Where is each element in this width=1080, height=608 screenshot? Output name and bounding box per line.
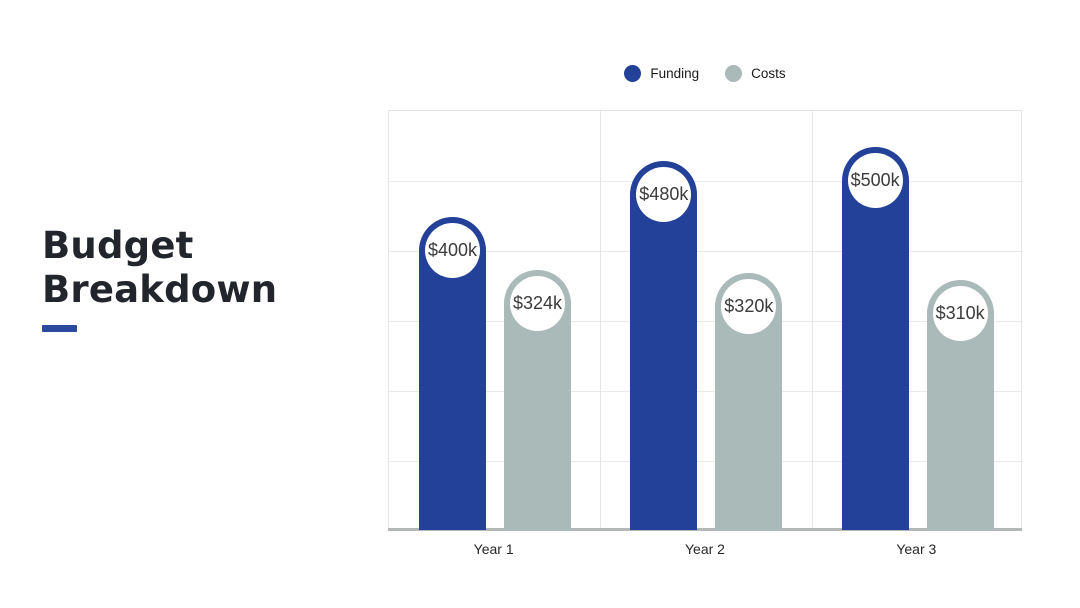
chart-plot-area: $400k $324k $480k $320k $500k $310k [388, 110, 1022, 530]
legend-item-funding: Funding [624, 64, 700, 82]
bar-funding-year-1: $400k [419, 216, 486, 530]
page-title: Budget Breakdown [42, 224, 277, 312]
bar-value-circle: $500k [847, 152, 903, 208]
legend-dot-costs [725, 64, 743, 82]
legend-label: Costs [751, 65, 786, 81]
x-axis-label-year-3: Year 3 [896, 541, 937, 557]
bar-costs-year-2: $320k [715, 272, 783, 530]
bar-value-circle: $324k [510, 275, 565, 331]
x-axis-line [388, 528, 1022, 531]
x-axis-label-year-1: Year 1 [473, 541, 514, 557]
gridline-horizontal [389, 181, 1021, 182]
bar-value-label: $320k [724, 295, 774, 316]
gridline-horizontal [389, 321, 1021, 322]
legend-item-costs: Costs [725, 64, 786, 82]
gridline-horizontal [389, 391, 1021, 392]
x-axis-label-year-2: Year 2 [685, 541, 725, 557]
bar-value-label: $500k [850, 169, 900, 190]
bar-value-circle: $320k [721, 278, 777, 334]
bar-value-circle: $400k [425, 222, 480, 278]
x-axis-labels: Year 1 Year 2 Year 3 [388, 541, 1022, 557]
gridline-vertical [811, 111, 813, 530]
bar-costs-year-3: $310k [926, 279, 994, 530]
bar-value-circle: $310k [932, 285, 988, 341]
bar-value-label: $324k [512, 292, 563, 313]
gridline-horizontal [389, 251, 1021, 252]
chart-legend: Funding Costs [388, 63, 1022, 83]
gridline-vertical [600, 111, 602, 530]
bar-value-label: $480k [639, 183, 689, 204]
page-title-line-1: Budget [42, 224, 194, 267]
bar-costs-year-1: $324k [504, 269, 571, 530]
legend-label: Funding [650, 65, 700, 81]
title-block: Budget Breakdown [42, 224, 277, 332]
legend-dot-funding [624, 64, 642, 82]
bar-funding-year-2: $480k [630, 160, 698, 530]
bar-funding-year-3: $500k [841, 146, 909, 530]
gridline-horizontal [389, 461, 1021, 462]
bar-value-circle: $480k [636, 166, 692, 222]
page-title-line-2: Breakdown [42, 268, 278, 311]
title-accent-dash [42, 325, 77, 332]
bar-value-label: $310k [935, 302, 985, 323]
bar-value-label: $400k [427, 239, 478, 260]
